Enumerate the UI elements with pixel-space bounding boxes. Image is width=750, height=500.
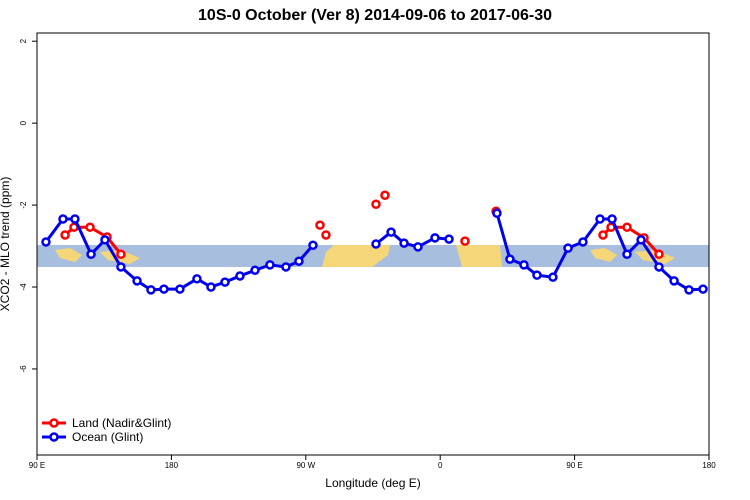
y-tick-label: -4 (19, 283, 28, 291)
point (460, 236, 470, 246)
point (386, 227, 396, 237)
y-tick-label: 0 (19, 120, 28, 125)
point (371, 239, 381, 249)
y-tick-label: -6 (19, 365, 28, 373)
point (607, 214, 617, 224)
point (532, 270, 542, 280)
point (100, 235, 110, 245)
point (698, 284, 708, 294)
x-tick-label: 90 E (29, 461, 45, 470)
point (505, 254, 515, 264)
point (60, 230, 70, 240)
point (578, 237, 588, 247)
point (684, 285, 694, 295)
point (444, 234, 454, 244)
x-tick-label: 0 (438, 461, 443, 470)
x-tick-label: 180 (165, 461, 179, 470)
point (220, 277, 230, 287)
point (265, 260, 275, 270)
point (669, 276, 679, 286)
point (622, 249, 632, 259)
point (371, 199, 381, 210)
point (519, 260, 529, 270)
point (281, 262, 291, 272)
point (206, 282, 216, 292)
plot-frame (36, 32, 710, 456)
chart-title: 10S-0 October (Ver 8) 2014-09-06 to 2017… (198, 7, 552, 24)
point (563, 243, 573, 253)
point (595, 214, 605, 224)
point (308, 240, 318, 250)
point (70, 214, 80, 224)
point (654, 262, 664, 272)
point (192, 274, 202, 284)
point (85, 222, 95, 232)
x-tick-label: 180 (702, 461, 716, 470)
point (159, 284, 169, 294)
point (548, 272, 558, 282)
x-tick-label: 90 W (296, 461, 315, 470)
legend-marker (49, 418, 59, 428)
point (86, 249, 96, 259)
x-axis-label: Longitude (deg E) (325, 476, 420, 490)
legend-label: Ocean (Glint) (72, 430, 143, 444)
point (250, 265, 260, 275)
legend-marker (49, 432, 59, 442)
point (430, 233, 440, 243)
point (116, 249, 126, 259)
y-tick-label: 2 (19, 38, 28, 43)
point (492, 208, 502, 219)
x-tick-label: 90 E (566, 461, 582, 470)
point (636, 235, 646, 245)
point (399, 238, 409, 248)
point (380, 190, 390, 200)
legend-label: Land (Nadir&Glint) (72, 416, 171, 430)
point (146, 285, 156, 295)
point (41, 237, 51, 247)
y-tick-label: -2 (19, 201, 28, 209)
y-axis-label: XCO2 - MLO trend (ppm) (0, 177, 12, 312)
point (116, 262, 126, 272)
point (175, 284, 185, 294)
point (294, 256, 304, 266)
point (622, 222, 632, 232)
point (413, 242, 423, 252)
map-strip (37, 245, 709, 267)
point (654, 249, 664, 259)
point (315, 220, 325, 230)
point (598, 230, 608, 240)
point (132, 276, 142, 286)
point (321, 230, 331, 240)
point (58, 214, 68, 224)
point (235, 271, 245, 281)
